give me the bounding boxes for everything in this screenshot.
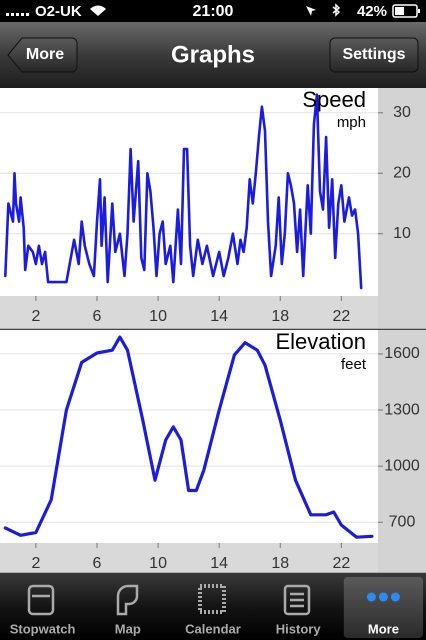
more-icon-dot[interactable] [366, 592, 376, 602]
x-tick-label: 22 [332, 555, 350, 572]
location-icon [306, 6, 316, 16]
y-axis-unit: mph [337, 114, 366, 131]
x-tick-label: 10 [149, 555, 167, 572]
data-line [4, 93, 363, 290]
tab-label[interactable]: Calendar [185, 621, 241, 636]
y-axis-unit: feet [341, 356, 367, 373]
tab-selected-bg[interactable] [343, 577, 423, 638]
x-tick-label: 18 [271, 308, 289, 325]
wifi-icon [90, 5, 106, 17]
battery-level: 42% [357, 3, 387, 20]
history-icon [283, 584, 311, 616]
clock: 21:00 [193, 3, 234, 20]
calendar-icon [198, 584, 226, 614]
battery-fill [395, 7, 404, 15]
y-axis-band [378, 88, 426, 329]
tab-icons [27, 584, 311, 616]
chart-title: Elevation [275, 329, 366, 354]
stopwatch-icon [27, 584, 55, 616]
settings-button-label[interactable]: Settings [342, 46, 405, 63]
status-bar [0, 0, 426, 22]
battery-tip [418, 9, 420, 13]
y-tick-label: 10 [393, 225, 411, 242]
back-button-label[interactable]: More [26, 46, 64, 63]
bluetooth-icon [332, 3, 341, 17]
x-tick-label: 2 [31, 308, 40, 325]
more-icon-dot[interactable] [390, 592, 400, 602]
chart-title: Speed [302, 87, 366, 112]
back-button[interactable] [7, 37, 78, 73]
y-tick-label: 1000 [384, 457, 420, 474]
plot-area [0, 330, 378, 543]
settings-button[interactable] [329, 37, 419, 73]
data-line [3, 335, 374, 539]
tab-label[interactable]: Stopwatch [10, 621, 76, 636]
y-tick-label: 1600 [384, 345, 420, 362]
x-tick-label: 6 [93, 555, 102, 572]
x-tick-label: 14 [210, 555, 228, 572]
map-icon [116, 584, 139, 616]
charts: 10 20 30 2 6 10 14 18 22 Speed mph 700 1000 1300 1600 2… [0, 87, 426, 574]
tabs: Stopwatch Map Calendar History More [10, 577, 423, 638]
battery-icon [392, 4, 418, 18]
x-axis-band [0, 296, 378, 329]
y-tick-label: 1300 [384, 401, 420, 418]
carrier: O2-UK [35, 3, 82, 20]
signal-icon [6, 13, 29, 16]
y-tick-label: 20 [393, 164, 411, 181]
x-tick-label: 6 [93, 308, 102, 325]
nav-title: Graphs [171, 41, 255, 68]
tab-label[interactable]: History [276, 621, 322, 636]
x-axis-band [0, 543, 378, 573]
y-tick-label: 30 [393, 104, 411, 121]
y-tick-label: 700 [389, 513, 416, 530]
x-tick-label: 10 [149, 308, 167, 325]
tab-label[interactable]: More [368, 621, 399, 636]
x-tick-label: 18 [271, 555, 289, 572]
x-tick-label: 2 [31, 555, 40, 572]
y-axis-band [378, 330, 426, 573]
x-tick-label: 22 [332, 308, 350, 325]
x-tick-label: 14 [210, 308, 228, 325]
tab-label[interactable]: Map [115, 621, 141, 636]
more-icon-dot[interactable] [378, 592, 388, 602]
